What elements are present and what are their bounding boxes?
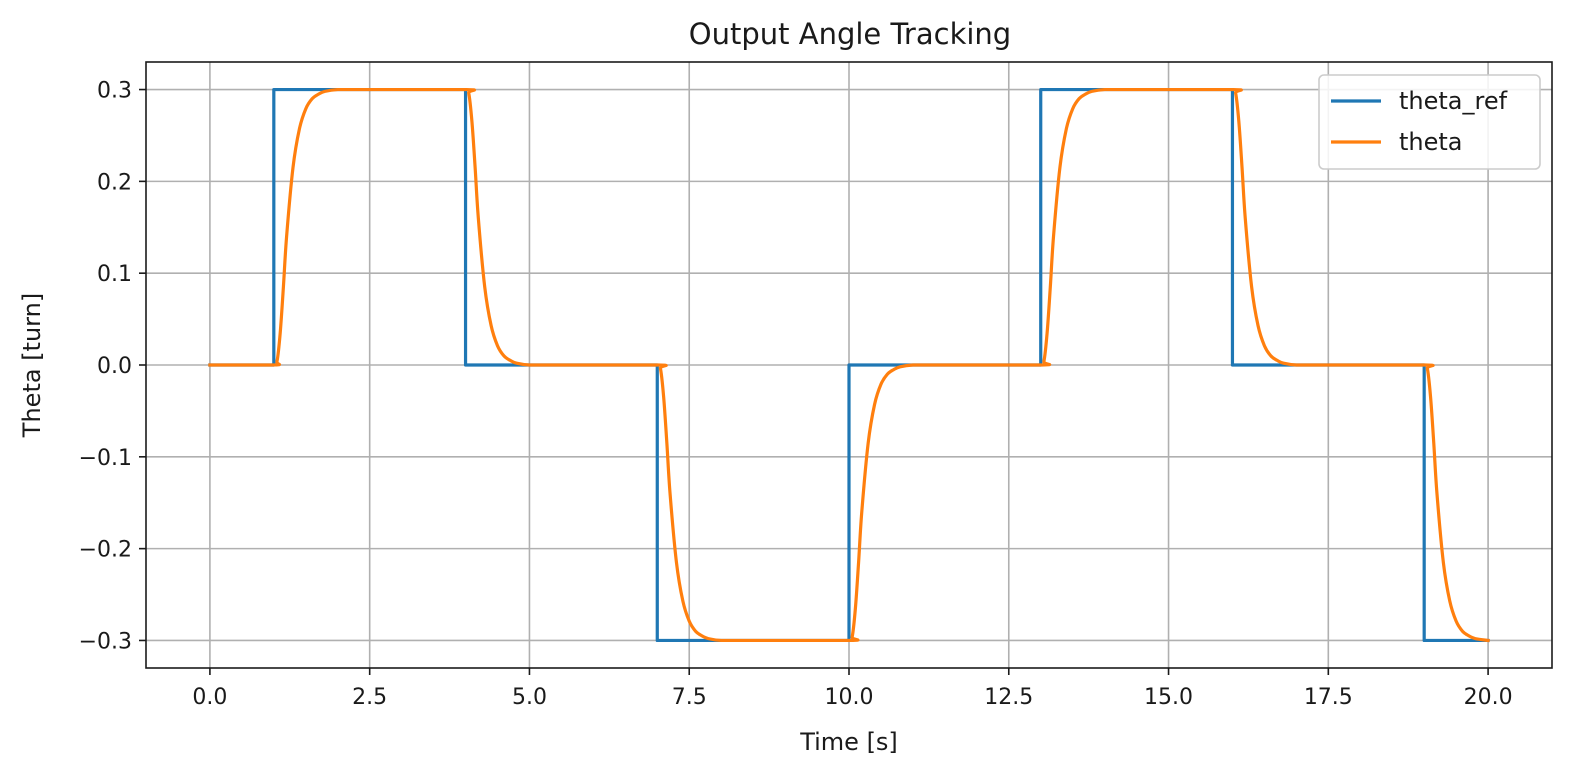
x-tick-label: 20.0 xyxy=(1464,685,1513,710)
y-tick-label: 0.3 xyxy=(97,79,132,104)
legend-label-theta-ref: theta_ref xyxy=(1399,87,1508,115)
x-tick-label: 5.0 xyxy=(512,685,547,710)
series-line-theta xyxy=(208,87,1490,643)
x-tick-label: 10.0 xyxy=(825,685,874,710)
y-tick-label: 0.0 xyxy=(97,354,132,379)
y-axis-label: Theta [turn] xyxy=(18,293,46,438)
x-tick-label: 15.0 xyxy=(1144,685,1193,710)
axis-ticks: 0.0 2.5 5.0 7.5 10.0 12.5 15.0 17.5 20.0 −0.3 −0.2… xyxy=(79,79,1513,710)
y-tick-label: −0.3 xyxy=(79,629,132,654)
x-tick-label: 12.5 xyxy=(984,685,1033,710)
x-tick-label: 2.5 xyxy=(352,685,387,710)
legend-label-theta: theta xyxy=(1399,128,1463,156)
x-tick-label: 17.5 xyxy=(1304,685,1353,710)
y-tick-label: −0.2 xyxy=(79,538,132,563)
y-tick-label: 0.2 xyxy=(97,170,132,195)
x-axis-label: Time [s] xyxy=(799,728,898,756)
x-tick-label: 0.0 xyxy=(192,685,227,710)
y-tick-label: −0.1 xyxy=(79,446,132,471)
x-tick-label: 7.5 xyxy=(672,685,707,710)
chart-title: Output Angle Tracking xyxy=(689,17,1011,51)
legend-box xyxy=(1318,74,1541,170)
series-layer xyxy=(208,87,1490,643)
y-tick-label: 0.1 xyxy=(97,262,132,287)
